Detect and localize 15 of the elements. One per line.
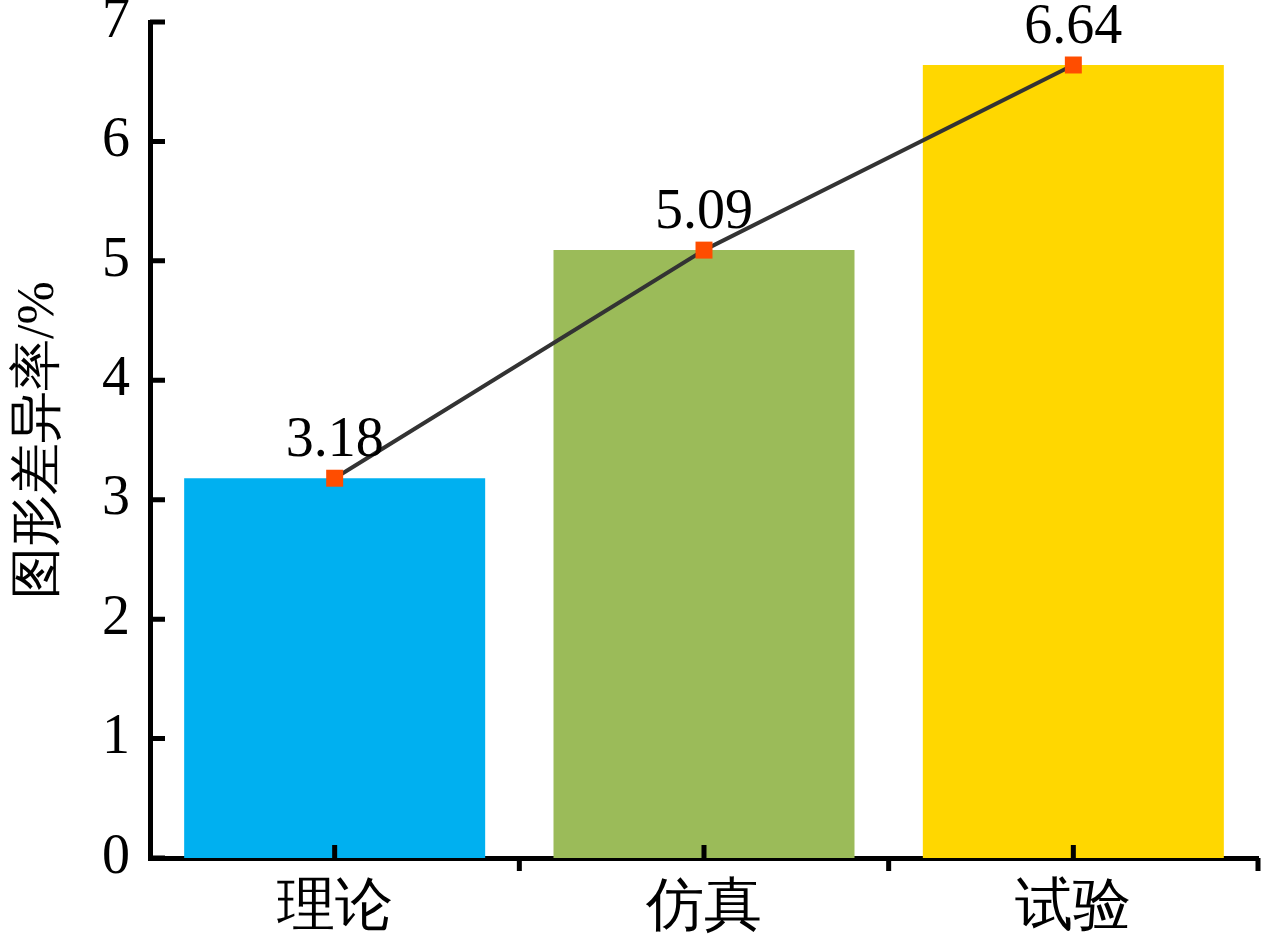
data-label: 3.18 bbox=[285, 405, 384, 468]
y-tick-label: 5 bbox=[102, 225, 130, 288]
data-label: 5.09 bbox=[655, 177, 753, 240]
x-tick-label: 理论 bbox=[276, 872, 393, 938]
y-tick-label: 6 bbox=[102, 106, 130, 169]
data-label: 6.64 bbox=[1024, 0, 1123, 55]
y-tick-label: 3 bbox=[102, 464, 130, 527]
x-tick-label: 试验 bbox=[1015, 872, 1132, 938]
y-axis-title: 图形差异率/% bbox=[6, 281, 64, 599]
x-tick-label: 仿真 bbox=[645, 872, 762, 938]
y-tick-label: 1 bbox=[102, 703, 130, 766]
y-tick-label: 4 bbox=[102, 344, 130, 407]
y-tick-label: 0 bbox=[102, 822, 130, 885]
y-tick-label: 2 bbox=[102, 583, 130, 646]
y-tick-label: 7 bbox=[102, 0, 130, 49]
